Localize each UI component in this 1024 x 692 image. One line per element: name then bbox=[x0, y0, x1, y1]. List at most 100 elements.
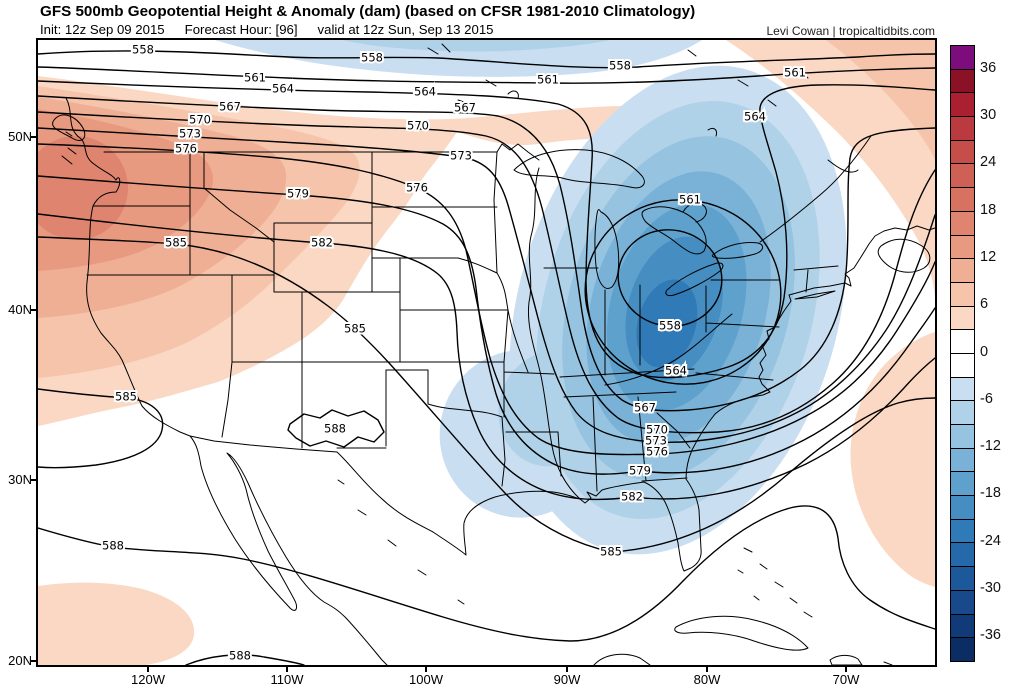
contour-label-579: 579 bbox=[629, 464, 651, 478]
contour-561-closed bbox=[584, 199, 782, 385]
colorbar-cell-15 bbox=[951, 400, 974, 424]
colorbar-tick--30: -30 bbox=[980, 580, 1001, 597]
terrain-noise-canada bbox=[61, 43, 809, 165]
anomaly-colorbar bbox=[950, 45, 975, 662]
lon-tick bbox=[845, 666, 847, 672]
lon-tick bbox=[566, 666, 568, 672]
colorbar-tick--36: -36 bbox=[980, 627, 1001, 644]
colorbar-cell-24 bbox=[951, 613, 974, 638]
contour-label-564: 564 bbox=[665, 364, 687, 378]
colorbar-cell-17 bbox=[951, 447, 974, 472]
colorbar-cell-22 bbox=[951, 566, 974, 590]
contour-label-561: 561 bbox=[679, 193, 701, 207]
contour-label-layer: 558 558 558 558 561 561 561 561 564 564 564 564 567 5… bbox=[100, 41, 808, 665]
colorbar-tick-12: 12 bbox=[980, 248, 997, 265]
contour-label-564: 564 bbox=[744, 110, 766, 124]
contour-558-closed bbox=[617, 229, 723, 327]
anomaly-neg-east-7 bbox=[636, 279, 698, 368]
colorbar-cell-5 bbox=[951, 163, 974, 188]
contour-label-561: 561 bbox=[244, 71, 266, 85]
colorbar-cell-1 bbox=[951, 68, 974, 93]
colorbar-cell-3 bbox=[951, 116, 974, 140]
colorbar-cell-25 bbox=[951, 637, 974, 661]
anomaly-pos-west-core bbox=[38, 136, 128, 240]
colorbar-tick-18: 18 bbox=[980, 201, 997, 218]
colorbar-cell-0 bbox=[951, 46, 974, 69]
coastline-hispaniola bbox=[829, 654, 863, 665]
contour-label-564: 564 bbox=[272, 82, 294, 96]
lon-label-110w: 110W bbox=[270, 672, 304, 687]
colorbar-tick--6: -6 bbox=[980, 390, 993, 407]
coastline-long-island bbox=[794, 290, 836, 300]
contour-573 bbox=[38, 127, 935, 443]
coastline-vancouver-island bbox=[52, 114, 86, 141]
anomaly-pos-northeast-1 bbox=[726, 40, 935, 298]
run-info-line: Init: 12z Sep 09 2015 Forecast Hour: [96]… bbox=[40, 22, 514, 37]
lon-label-120w: 120W bbox=[131, 672, 165, 687]
coastline-yucatan bbox=[593, 653, 651, 665]
lat-label-30n: 30N bbox=[8, 472, 32, 487]
contour-567 bbox=[38, 95, 935, 412]
contour-label-570: 570 bbox=[646, 423, 668, 437]
lat-label-20n: 20N bbox=[8, 653, 32, 668]
contour-585 bbox=[38, 236, 935, 553]
lat-label-40n: 40N bbox=[8, 302, 32, 317]
colorbar-cell-2 bbox=[951, 92, 974, 117]
coastline-nova-scotia bbox=[877, 238, 931, 273]
lake-huron bbox=[641, 202, 707, 255]
colorbar-tick-6: 6 bbox=[980, 296, 989, 313]
lake-ontario bbox=[711, 242, 763, 259]
contour-label-570: 570 bbox=[407, 119, 429, 133]
contour-label-573: 573 bbox=[450, 149, 472, 163]
colorbar-cell-23 bbox=[951, 589, 974, 614]
lon-label-80w: 80W bbox=[693, 672, 721, 687]
lat-tick bbox=[31, 309, 37, 311]
colorbar-tick--12: -12 bbox=[980, 438, 1001, 455]
lat-tick bbox=[31, 136, 37, 138]
mississippi-river bbox=[527, 167, 581, 500]
contour-564 bbox=[38, 80, 935, 379]
contour-label-582: 582 bbox=[311, 236, 333, 250]
contour-label-567: 567 bbox=[454, 101, 476, 115]
contour-label-588: 588 bbox=[229, 649, 251, 663]
contour-label-576: 576 bbox=[646, 445, 668, 459]
colorbar-cell-12 bbox=[951, 329, 974, 353]
colorbar-cell-6 bbox=[951, 187, 974, 211]
contour-label-570: 570 bbox=[189, 113, 211, 127]
contour-label-585: 585 bbox=[115, 390, 137, 404]
contour-588-terrain-loop bbox=[287, 409, 385, 448]
anomaly-pos-northeast-2 bbox=[826, 40, 935, 160]
colorbar-cell-19 bbox=[951, 495, 974, 519]
colorbar-cell-10 bbox=[951, 281, 974, 306]
st-lawrence-river bbox=[759, 135, 872, 243]
anomaly-shading bbox=[38, 40, 935, 665]
anomaly-pos-southeast bbox=[850, 332, 935, 587]
contour-label-561: 561 bbox=[537, 73, 559, 87]
lon-label-70w: 70W bbox=[832, 672, 860, 687]
credit-text: Levi Cowan | tropicaltidbits.com bbox=[766, 24, 935, 38]
contour-label-588: 588 bbox=[324, 422, 346, 436]
contour-label-558: 558 bbox=[361, 51, 383, 65]
colorbar-cell-13 bbox=[951, 352, 974, 377]
contour-label-558: 558 bbox=[132, 43, 154, 57]
canada-border bbox=[103, 143, 540, 161]
colorbar-cell-16 bbox=[951, 424, 974, 448]
contour-label-585: 585 bbox=[600, 545, 622, 559]
colorbar-tick-30: 30 bbox=[980, 106, 997, 123]
contour-label-558: 558 bbox=[659, 319, 681, 333]
colorbar-tick--18: -18 bbox=[980, 485, 1001, 502]
colorbar-tick--24: -24 bbox=[980, 532, 1001, 549]
contour-label-564: 564 bbox=[414, 85, 436, 99]
islands-bahamas bbox=[737, 547, 893, 665]
height-contours bbox=[38, 50, 935, 665]
colorbar-cell-11 bbox=[951, 305, 974, 330]
state-borders-texas-plains bbox=[385, 272, 562, 487]
lon-tick bbox=[706, 666, 708, 672]
contour-561 bbox=[38, 66, 935, 84]
state-borders-midwest-east bbox=[543, 265, 839, 492]
contour-588 bbox=[38, 505, 935, 642]
lake-michigan bbox=[594, 209, 620, 289]
lake-superior bbox=[513, 149, 645, 189]
geography bbox=[52, 43, 935, 665]
lon-label-90w: 90W bbox=[553, 672, 581, 687]
